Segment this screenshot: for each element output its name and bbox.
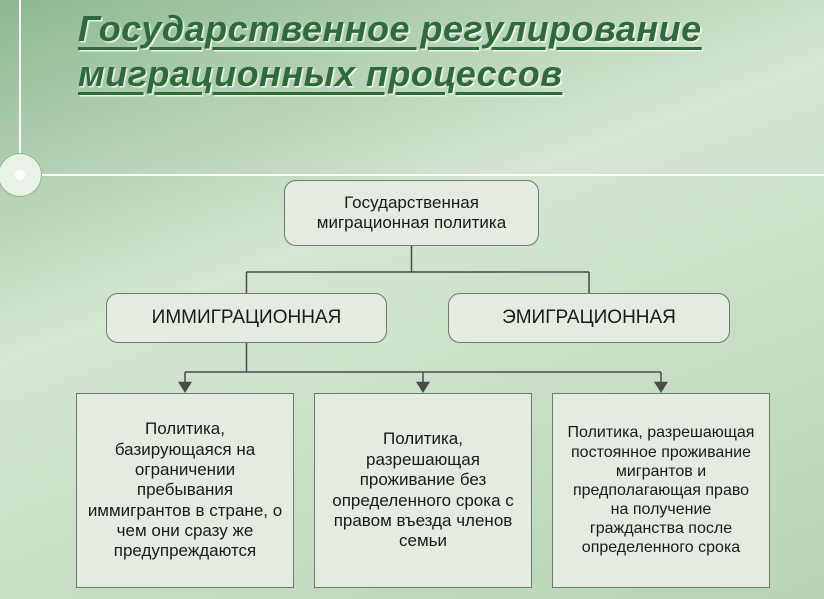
node-leaf-0: Политика, базирующаяся на ограничении пр… [76, 393, 294, 588]
node-leaf-2: Политика, разрешающая постоянное прожива… [552, 393, 770, 588]
node-leaf-1: Политика, разрешающая проживание без опр… [314, 393, 532, 588]
deco-inner-dot [15, 170, 25, 180]
node-mid-1: ЭМИГРАЦИОННАЯ [448, 293, 730, 343]
slide-title: Государственное регулирование миграционн… [78, 6, 798, 96]
node-root: Государственная миграционная политика [284, 180, 539, 246]
node-mid-0: ИММИГРАЦИОННАЯ [106, 293, 387, 343]
